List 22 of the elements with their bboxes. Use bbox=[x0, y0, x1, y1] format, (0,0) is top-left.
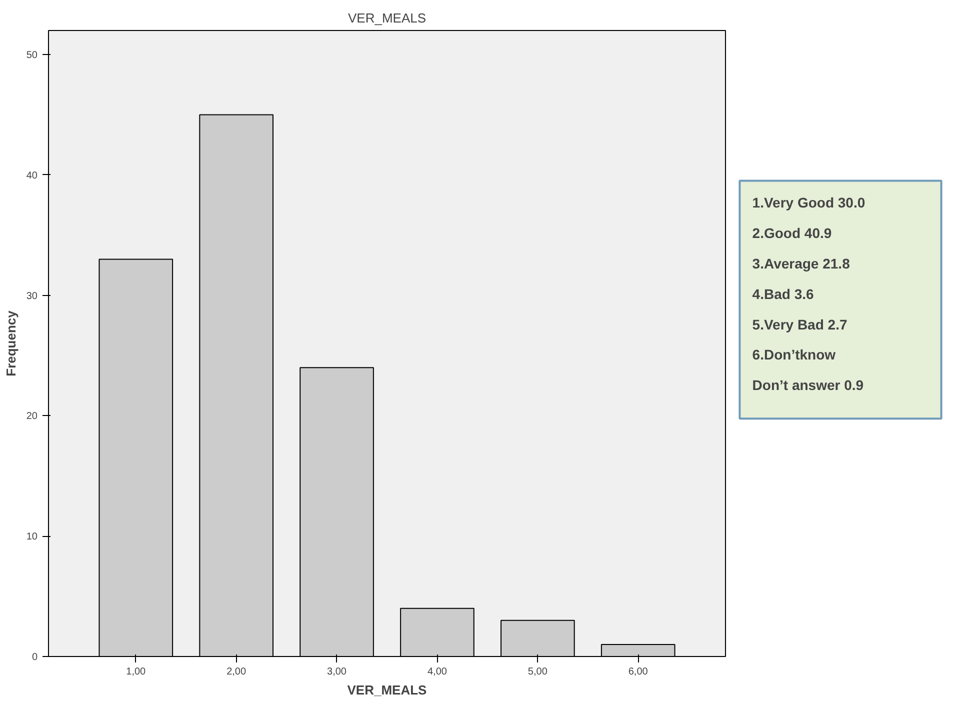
chart-title: VER_MEALS bbox=[348, 10, 426, 26]
text: 2.Good 40.9 bbox=[752, 225, 832, 242]
x-tick-label: 6,00 bbox=[628, 666, 648, 678]
y-tick-label: 20 bbox=[26, 411, 38, 422]
y-tick-label: 50 bbox=[26, 50, 38, 62]
x-tick-label: 2,00 bbox=[226, 666, 246, 678]
y-tick-label: 0 bbox=[32, 652, 38, 663]
text: 1.Very Good 30.0 bbox=[752, 194, 866, 211]
x-tick-label: 4,00 bbox=[427, 666, 448, 678]
text: 5.Very Bad 2.7 bbox=[752, 316, 848, 332]
x-tick-label: 1,00 bbox=[126, 666, 146, 678]
text: Don’t answer 0.9 bbox=[752, 377, 864, 394]
x-tick-label: 3,00 bbox=[327, 666, 347, 678]
x-tick-label: 5,00 bbox=[528, 666, 548, 678]
y-tick-label: 10 bbox=[26, 532, 38, 543]
text: 3.Average 21.8 bbox=[752, 255, 850, 272]
text: 6.Don’tknow bbox=[752, 346, 836, 363]
x-axis-title: VER_MEALS bbox=[347, 682, 428, 698]
y-axis-title: Frequency bbox=[3, 310, 18, 376]
text: 4.Bad 3.6 bbox=[752, 286, 814, 302]
y-tick-label: 40 bbox=[26, 170, 38, 182]
y-tick-label: 30 bbox=[26, 290, 38, 302]
